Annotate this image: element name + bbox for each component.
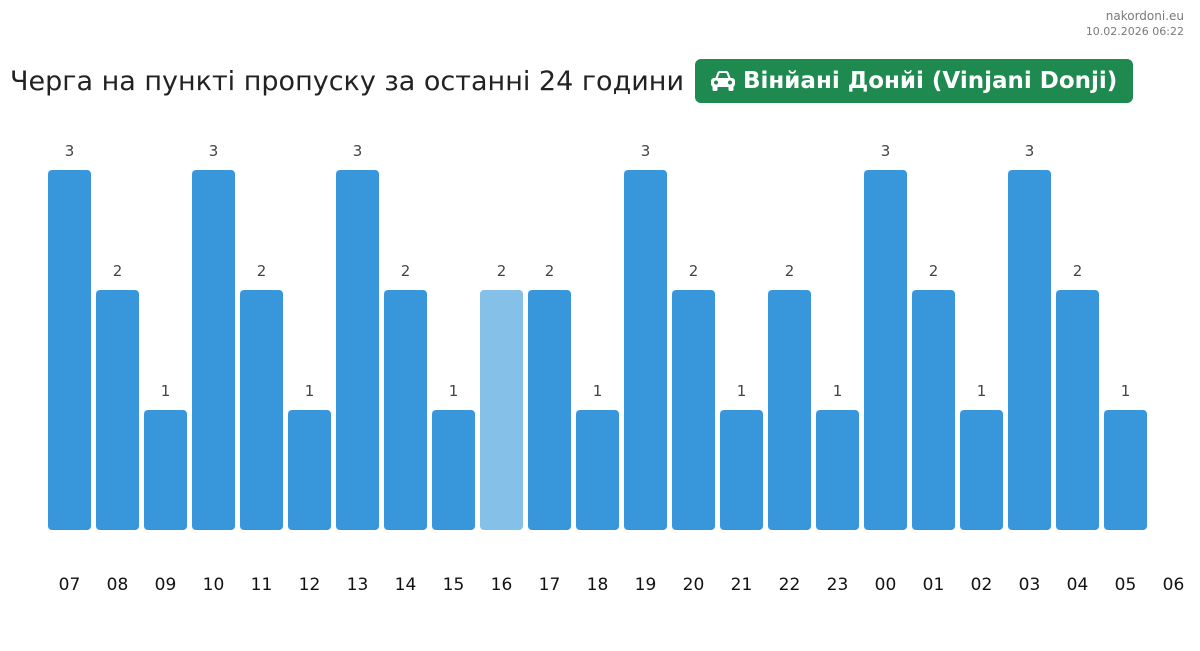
source-info: nakordoni.eu 10.02.2026 06:22 <box>1086 9 1184 39</box>
bar-01[interactable] <box>912 290 955 530</box>
x-tick-label-14: 14 <box>395 575 417 595</box>
x-tick-label-19: 19 <box>635 575 657 595</box>
bar-10[interactable] <box>192 170 235 530</box>
bar-20[interactable] <box>672 290 715 530</box>
bar-value-label-12: 1 <box>305 382 315 400</box>
x-tick-label-11: 11 <box>251 575 273 595</box>
source-timestamp: 10.02.2026 06:22 <box>1085 25 1184 38</box>
bar-value-label-08: 2 <box>113 262 123 280</box>
bar-22[interactable] <box>768 290 811 530</box>
bar-08[interactable] <box>96 290 139 530</box>
bar-16[interactable] <box>480 290 523 530</box>
bar-value-label-03: 3 <box>1025 142 1035 160</box>
bar-09[interactable] <box>144 410 187 530</box>
bar-19[interactable] <box>624 170 667 530</box>
bar-value-label-01: 2 <box>929 262 939 280</box>
x-tick-label-20: 20 <box>683 575 705 595</box>
bar-00[interactable] <box>864 170 907 530</box>
bar-value-label-09: 1 <box>161 382 171 400</box>
bar-value-label-20: 2 <box>689 262 699 280</box>
bar-21[interactable] <box>720 410 763 530</box>
x-tick-label-09: 09 <box>155 575 177 595</box>
x-tick-label-22: 22 <box>779 575 801 595</box>
bar-value-label-21: 1 <box>737 382 747 400</box>
x-tick-label-18: 18 <box>587 575 609 595</box>
bar-11[interactable] <box>240 290 283 530</box>
bar-18[interactable] <box>576 410 619 530</box>
x-tick-label-23: 23 <box>827 575 849 595</box>
bar-value-label-11: 2 <box>257 262 267 280</box>
bar-value-label-04: 2 <box>1073 262 1083 280</box>
checkpoint-name: Вінйані Донйі (Vinjani Donji) <box>743 68 1118 94</box>
x-tick-label-10: 10 <box>203 575 225 595</box>
bar-03[interactable] <box>1008 170 1051 530</box>
bar-value-label-13: 3 <box>353 142 363 160</box>
bar-05[interactable] <box>1104 410 1147 530</box>
bar-value-label-16: 2 <box>497 262 507 280</box>
page-title: Черга на пункті пропуску за останні 24 г… <box>10 65 684 97</box>
x-tick-label-08: 08 <box>107 575 129 595</box>
chart-header: Черга на пункті пропуску за останні 24 г… <box>10 59 1134 103</box>
bar-value-label-02: 1 <box>977 382 987 400</box>
car-icon <box>711 71 735 91</box>
x-tick-label-13: 13 <box>347 575 369 595</box>
x-tick-label-06: 06 <box>1163 575 1185 595</box>
x-tick-label-17: 17 <box>539 575 561 595</box>
x-tick-label-05: 05 <box>1115 575 1137 595</box>
bar-14[interactable] <box>384 290 427 530</box>
x-tick-label-04: 04 <box>1067 575 1089 595</box>
source-site[interactable]: nakordoni.eu <box>1105 9 1184 23</box>
x-tick-label-01: 01 <box>923 575 945 595</box>
bar-value-label-18: 1 <box>593 382 603 400</box>
bar-15[interactable] <box>432 410 475 530</box>
bar-07[interactable] <box>48 170 91 530</box>
bar-12[interactable] <box>288 410 331 530</box>
bar-value-label-15: 1 <box>449 382 459 400</box>
bar-value-label-00: 3 <box>881 142 891 160</box>
checkpoint-badge: Вінйані Донйі (Vinjani Donji) <box>695 59 1134 103</box>
x-tick-label-12: 12 <box>299 575 321 595</box>
x-tick-label-03: 03 <box>1019 575 1041 595</box>
x-tick-label-21: 21 <box>731 575 753 595</box>
x-tick-label-07: 07 <box>59 575 81 595</box>
bar-04[interactable] <box>1056 290 1099 530</box>
x-tick-label-15: 15 <box>443 575 465 595</box>
bar-value-label-07: 3 <box>65 142 75 160</box>
x-tick-label-00: 00 <box>875 575 897 595</box>
bar-value-label-14: 2 <box>401 262 411 280</box>
bar-value-label-05: 1 <box>1121 382 1131 400</box>
bar-13[interactable] <box>336 170 379 530</box>
bar-17[interactable] <box>528 290 571 530</box>
bar-value-label-17: 2 <box>545 262 555 280</box>
bar-02[interactable] <box>960 410 1003 530</box>
x-tick-label-16: 16 <box>491 575 513 595</box>
bar-value-label-10: 3 <box>209 142 219 160</box>
bar-value-label-19: 3 <box>641 142 651 160</box>
bar-23[interactable] <box>816 410 859 530</box>
bar-value-label-23: 1 <box>833 382 843 400</box>
bar-value-label-22: 2 <box>785 262 795 280</box>
x-tick-label-02: 02 <box>971 575 993 595</box>
